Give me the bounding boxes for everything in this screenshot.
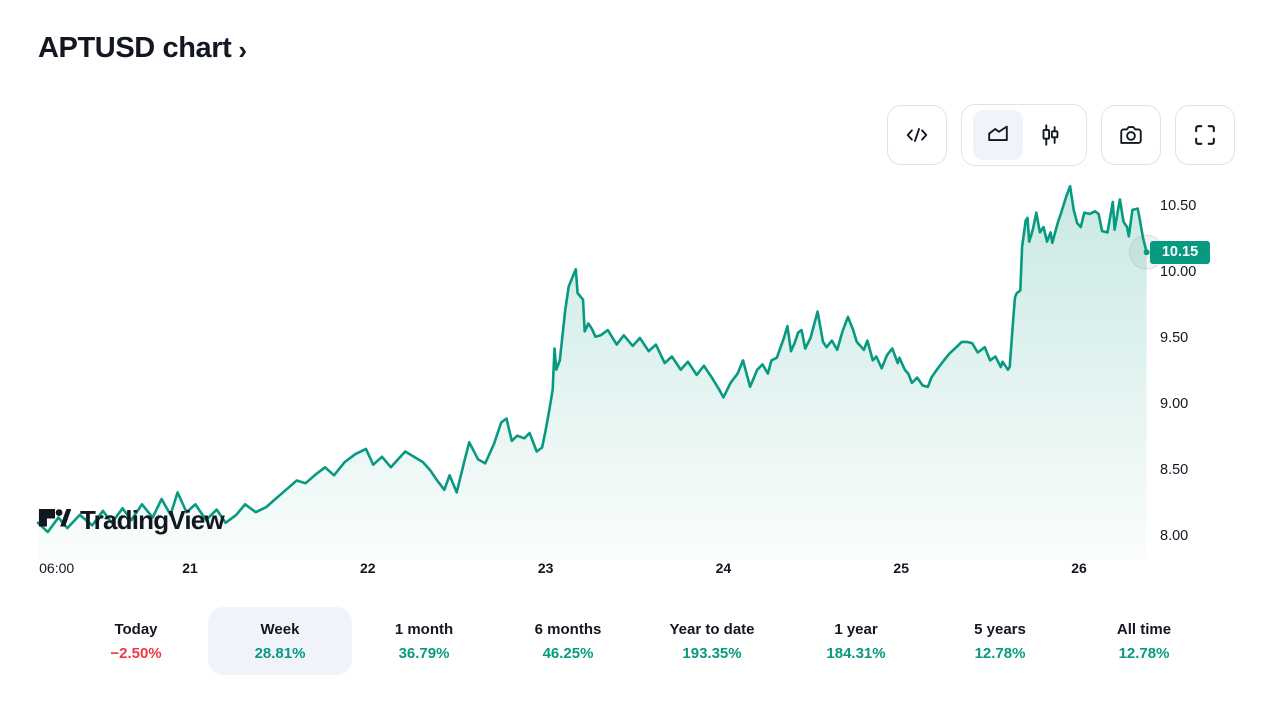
snapshot-button[interactable] <box>1101 105 1161 165</box>
time-axis-label: 23 <box>537 560 554 576</box>
chart-style-toggle <box>961 104 1087 166</box>
price-axis-label: 8.50 <box>1160 461 1189 478</box>
page-title: APTUSD chart <box>38 32 232 64</box>
range-tab-label: Today <box>114 621 158 638</box>
code-icon <box>904 122 930 148</box>
price-axis-label: 8.00 <box>1160 527 1189 544</box>
fullscreen-icon <box>1192 122 1218 148</box>
price-axis-label: 9.00 <box>1160 395 1189 412</box>
candles-style-button[interactable] <box>1025 110 1075 160</box>
last-point-marker <box>1143 249 1150 256</box>
range-tab-change: 36.79% <box>398 645 450 662</box>
range-tab-week[interactable]: Week 28.81% <box>208 607 352 675</box>
range-tab-change: 28.81% <box>254 645 306 662</box>
range-tab-label: Week <box>260 621 300 638</box>
time-axis-label: 24 <box>715 560 732 576</box>
series-line <box>36 184 1148 534</box>
tradingview-logo-text: TradingView <box>80 504 225 535</box>
range-tabs: Today −2.50% Week 28.81% 1 month 36.79% 6 mont… <box>64 607 1216 675</box>
price-axis-label: 9.50 <box>1160 329 1189 346</box>
range-tab-6-months[interactable]: 6 months 46.25% <box>496 607 640 675</box>
range-tab-label: All time <box>1116 621 1172 638</box>
range-tab-label: 5 years <box>974 621 1026 638</box>
chart-toolbar <box>887 104 1235 166</box>
time-axis-label: 22 <box>360 560 376 576</box>
chevron-right-icon: › <box>238 35 248 65</box>
time-axis-label: 26 <box>1071 560 1087 576</box>
range-tab-all-time[interactable]: All time 12.78% <box>1072 607 1216 675</box>
range-tab-label: 6 months <box>534 621 602 638</box>
time-axis-label: 25 <box>893 560 909 576</box>
price-axis-label: 10.50 <box>1160 197 1197 214</box>
range-tab-1-month[interactable]: 1 month 36.79% <box>352 607 496 675</box>
fullscreen-button[interactable] <box>1175 105 1235 165</box>
range-tab-label: 1 month <box>394 621 454 638</box>
range-tab-5-years[interactable]: 5 years 12.78% <box>928 607 1072 675</box>
range-tab-change: 12.78% <box>1118 645 1170 662</box>
time-axis-label: 21 <box>182 560 198 576</box>
range-tab-label: Year to date <box>669 621 755 638</box>
tradingview-mark-icon <box>38 503 72 537</box>
range-tab-1-year[interactable]: 1 year 184.31% <box>784 607 928 675</box>
range-tab-year-to-date[interactable]: Year to date 193.35% <box>640 607 784 675</box>
symbol-title-link[interactable]: APTUSD chart › <box>38 32 247 65</box>
tradingview-logo-link[interactable]: TradingView <box>38 503 225 537</box>
range-tab-change: −2.50% <box>110 645 162 662</box>
area-chart-icon <box>985 122 1011 148</box>
range-tab-change: 12.78% <box>974 645 1026 662</box>
range-tab-today[interactable]: Today −2.50% <box>64 607 208 675</box>
area-style-button[interactable] <box>973 110 1023 160</box>
get-embed-code-button[interactable] <box>887 105 947 165</box>
camera-icon <box>1118 122 1144 148</box>
range-tab-change: 184.31% <box>826 645 886 662</box>
price-axis-label: 10.00 <box>1160 263 1197 280</box>
range-tab-change: 193.35% <box>682 645 742 662</box>
time-axis-label: 06:00 <box>39 560 75 576</box>
last-price-badge: 10.15 <box>1150 240 1210 264</box>
series-area-fill <box>38 186 1147 560</box>
range-tab-label: 1 year <box>834 621 878 638</box>
range-tab-change: 46.25% <box>542 645 594 662</box>
candlestick-icon <box>1037 122 1063 148</box>
